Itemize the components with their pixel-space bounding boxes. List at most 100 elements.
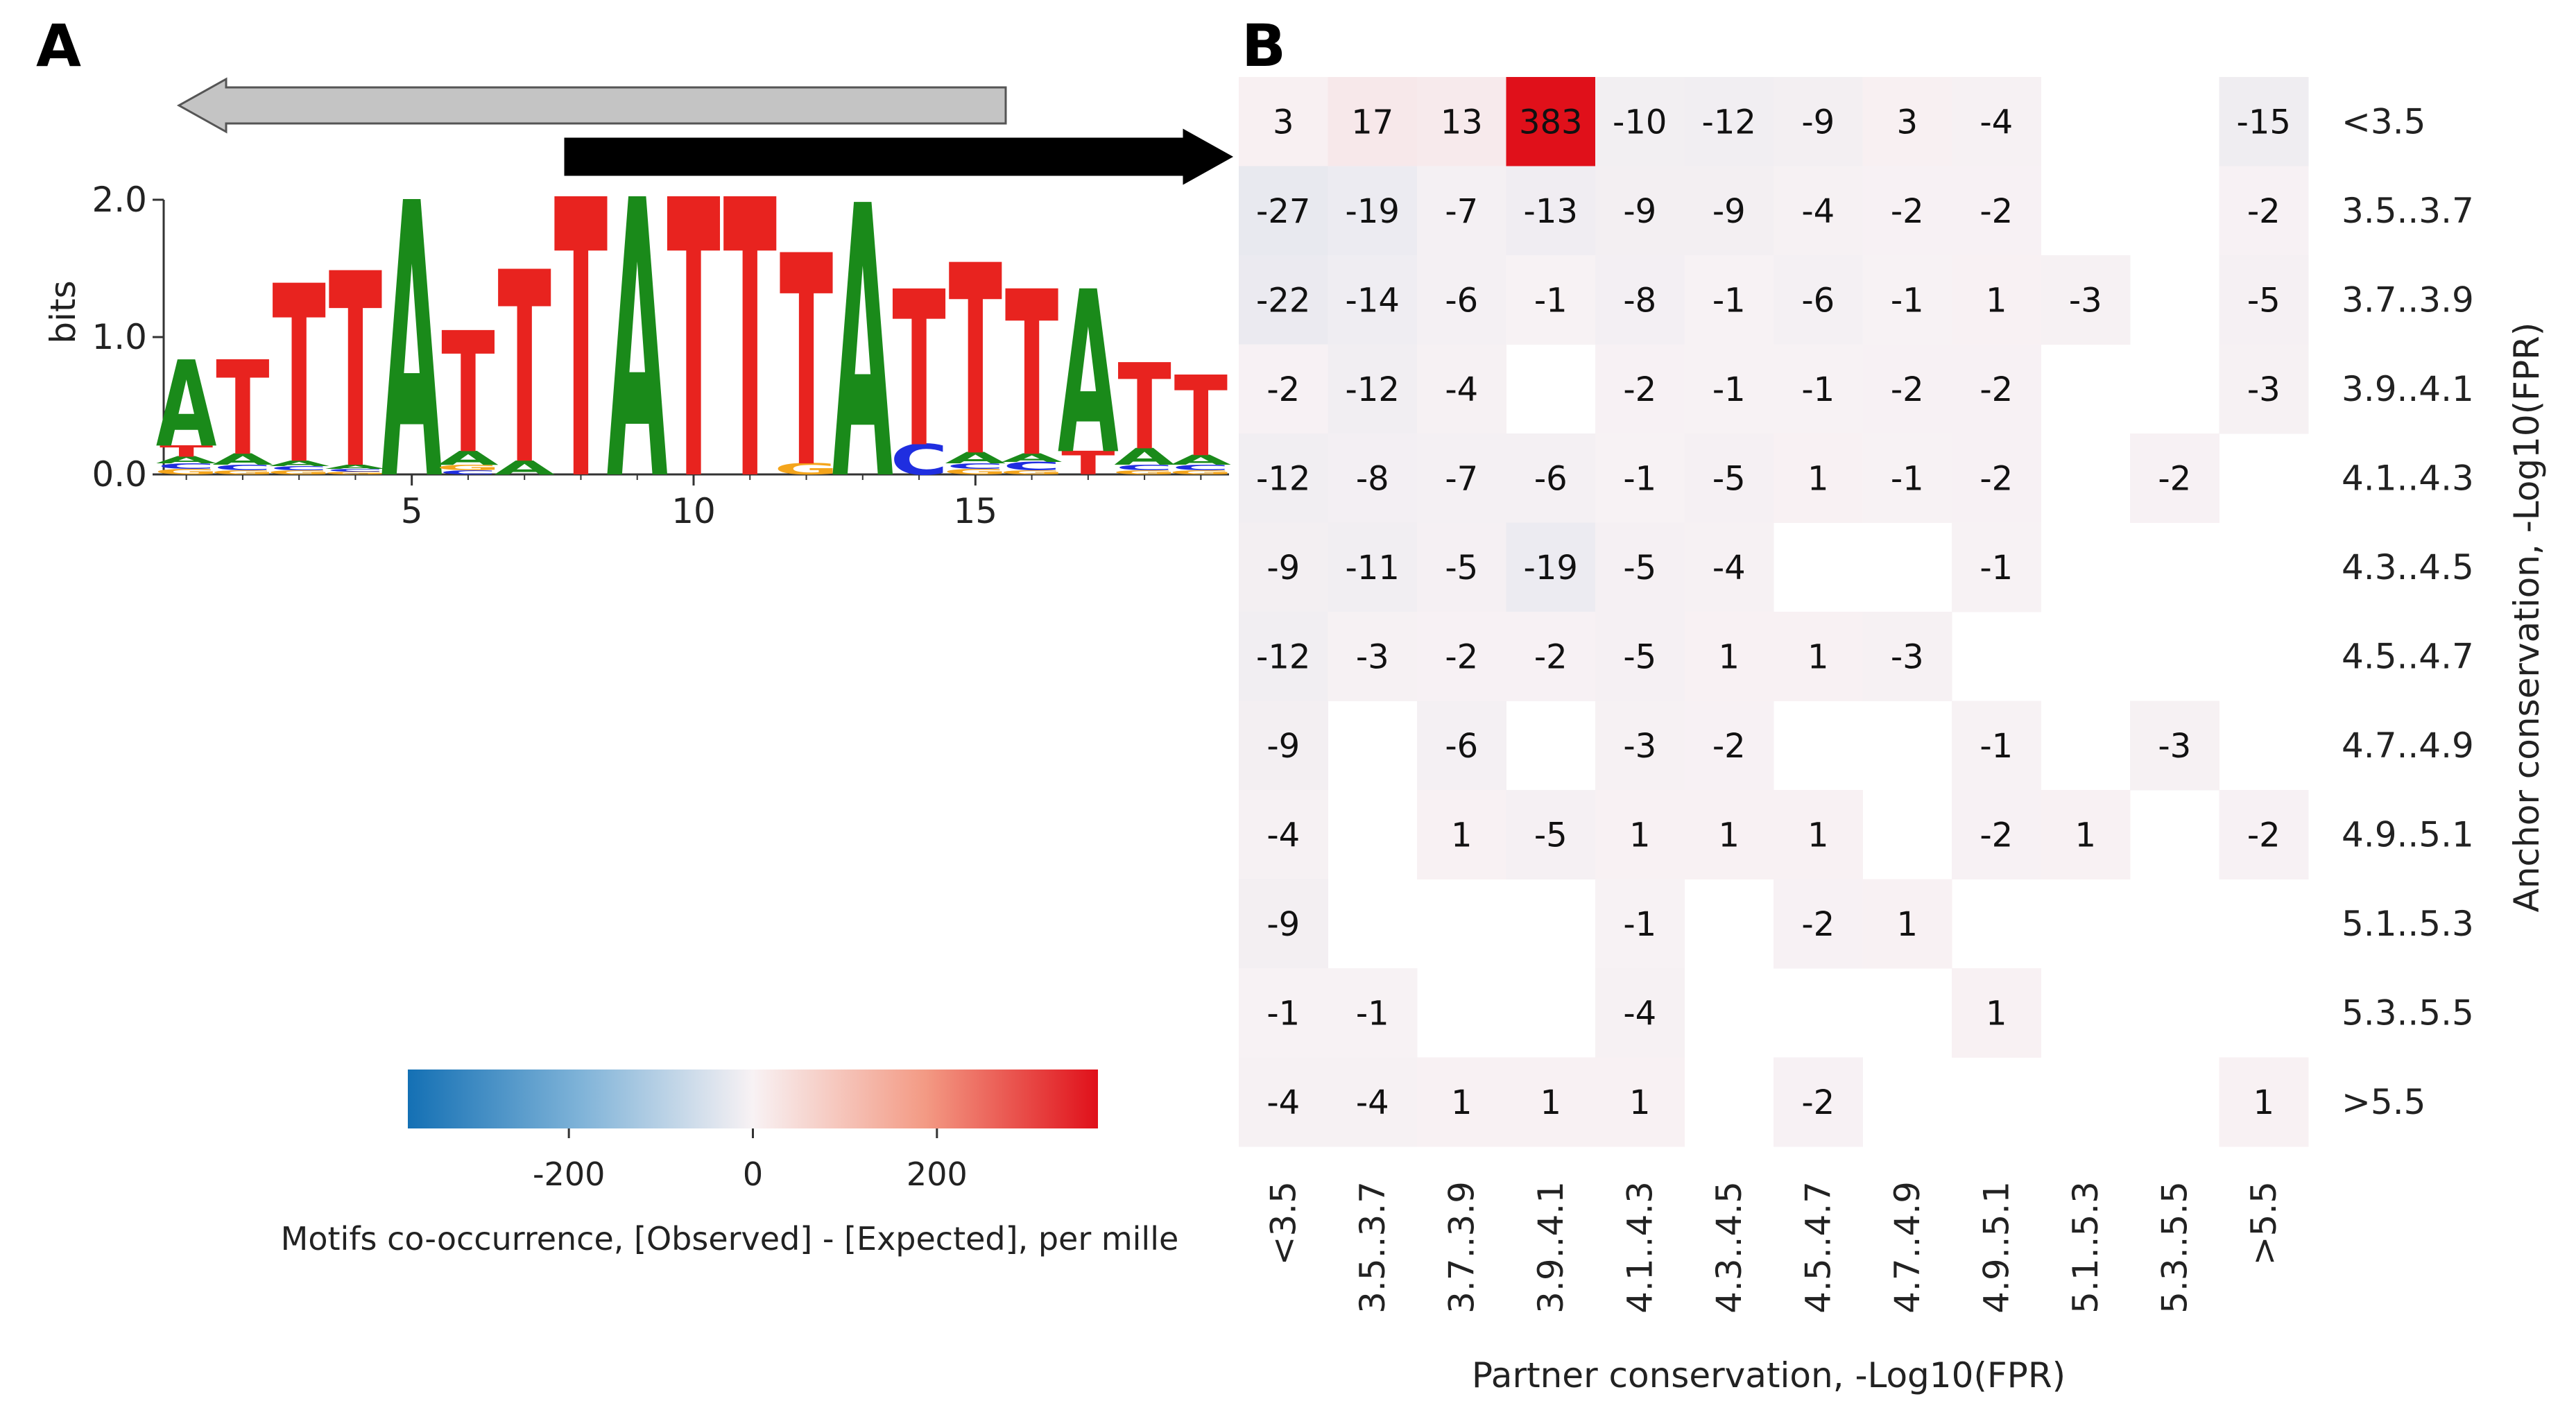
heatmap-cell-value: 3	[1273, 103, 1294, 141]
heatmap-cell	[1595, 77, 1685, 166]
heatmap-cell-value: -1	[1623, 905, 1656, 944]
heatmap-cell-value: -13	[1524, 192, 1578, 231]
heatmap-cell	[1506, 433, 1596, 523]
heatmap-cell-value: 1	[1808, 459, 1829, 498]
heatmap-column-label: 5.1..5.3	[2066, 1181, 2106, 1314]
heatmap-cell-value: -9	[1712, 192, 1746, 231]
heatmap-cell-value: 1	[1629, 816, 1651, 854]
logo-letter-g: G	[1113, 469, 1177, 476]
heatmap-cell-value: -9	[1266, 905, 1300, 944]
logo-y-axis-label: bits	[43, 280, 83, 343]
heatmap-cell-value: -4	[1266, 816, 1300, 854]
logo-letter-a: A	[832, 128, 893, 562]
logo-letter-t: T	[441, 298, 495, 491]
heatmap-cell	[1862, 255, 1952, 345]
heatmap-cell	[1417, 77, 1506, 166]
heatmap-cell-value: 1	[1451, 816, 1472, 854]
heatmap-cell-value: -1	[1801, 370, 1835, 409]
heatmap-cell-value: -19	[1524, 549, 1578, 587]
logo-letter-a: A	[156, 337, 217, 474]
heatmap-cell	[1774, 77, 1863, 166]
heatmap-cell	[1862, 77, 1952, 166]
heatmap-cell-value: 1	[1986, 994, 2007, 1033]
heatmap-row-label: 4.5..4.7	[2342, 636, 2474, 676]
logo-letter-t: T	[554, 120, 608, 565]
heatmap-cell-value: -2	[1623, 370, 1656, 409]
heatmap-cell-value: -3	[1356, 637, 1389, 676]
co-occurrence-heatmap: 3 17 13 383 -10 -12 -9 3 -4 -15 -27 -19 -7 -13 -9 -9 -4 -…	[1239, 77, 2474, 1314]
heatmap-cell	[1952, 166, 2041, 256]
logo-letter-t: T	[216, 335, 269, 486]
heatmap-cell-value: -15	[2237, 103, 2291, 141]
heatmap-row-label: 5.3..5.5	[2342, 993, 2474, 1033]
heatmap-row-label: 3.5..3.7	[2342, 191, 2474, 231]
heatmap-cell	[1774, 433, 1863, 523]
heatmap-cell-value: -11	[1346, 549, 1400, 587]
heatmap-cell	[1684, 612, 1774, 701]
heatmap-cell-value: 1	[1629, 1083, 1651, 1122]
heatmap-cell-value: -2	[1980, 816, 2013, 854]
logo-letter-t: T	[273, 234, 327, 519]
heatmap-cell	[1595, 522, 1685, 612]
logo-letter-a: A	[1058, 244, 1119, 504]
heatmap-cell-value: -1	[1712, 370, 1746, 409]
heatmap-cell	[1684, 255, 1774, 345]
heatmap-cell-value: -12	[1346, 370, 1400, 409]
logo-letter-c: C	[1116, 463, 1174, 472]
heatmap-cell	[1239, 790, 1328, 879]
logo-letter-c: C	[1003, 460, 1061, 473]
heatmap-cell	[1684, 790, 1774, 879]
logo-letter-a: A	[381, 124, 443, 564]
heatmap-cell-value: -6	[1801, 281, 1835, 320]
logo-letter-g: G	[154, 467, 218, 476]
heatmap-cell-value: -2	[1891, 370, 1924, 409]
heatmap-cell	[1506, 77, 1596, 166]
heatmap-cell-value: -12	[1256, 637, 1310, 676]
logo-letter-a: A	[1171, 453, 1232, 468]
heatmap-cell-value: 1	[1718, 637, 1740, 676]
colorbar-tick-label: -200	[533, 1156, 605, 1193]
heatmap-cell-value: -4	[1712, 549, 1746, 587]
heatmap-cell	[1595, 433, 1685, 523]
heatmap-cell-value: 13	[1441, 103, 1483, 141]
heatmap-cell-value: -1	[1891, 459, 1924, 498]
logo-letter-c: C	[947, 462, 1004, 471]
heatmap-cell	[1506, 166, 1596, 256]
heatmap-cell	[1684, 166, 1774, 256]
colorbar: -200 0 200 Motifs co-occurrence, [Observed…	[281, 1070, 1178, 1257]
heatmap-cell	[1952, 968, 2041, 1058]
heatmap-cell-value: -1	[1623, 459, 1656, 498]
heatmap-cell-value: -6	[1445, 281, 1478, 320]
heatmap-cell	[1417, 701, 1506, 791]
heatmap-cell	[1595, 344, 1685, 434]
heatmap-cell	[1952, 344, 2041, 434]
heatmap-cell-value: -14	[1346, 281, 1400, 320]
logo-letter-t: T	[1117, 340, 1171, 477]
logo-letter-g: G	[210, 469, 275, 476]
heatmap-cell	[1506, 790, 1596, 879]
heatmap-row-label: 3.9..4.1	[2342, 369, 2474, 409]
heatmap-cell	[1328, 433, 1418, 523]
logo-letter-c: C	[271, 465, 328, 472]
logo-letter-a: A	[438, 447, 499, 470]
heatmap-cell	[1417, 612, 1506, 701]
heatmap-cell	[1595, 701, 1685, 791]
heatmap-cell	[1862, 344, 1952, 434]
logo-letter-t: T	[160, 443, 214, 461]
heatmap-cell	[1684, 77, 1774, 166]
heatmap-cell-value: -1	[1266, 994, 1300, 1033]
heatmap-cell-value: -5	[2247, 281, 2281, 320]
heatmap-column-label: 3.5..3.7	[1353, 1181, 1393, 1314]
heatmap-cell	[2219, 255, 2309, 345]
logo-y-tick-label: 1.0	[92, 317, 147, 357]
heatmap-column-label: 4.5..4.7	[1798, 1181, 1838, 1314]
heatmap-cell-value: -7	[1445, 459, 1478, 498]
heatmap-cell	[1774, 879, 1863, 969]
heatmap-cell	[1862, 433, 1952, 523]
heatmap-column-label: <3.5	[1263, 1181, 1303, 1265]
heatmap-row-label: >5.5	[2342, 1082, 2425, 1122]
logo-letter-t: T	[498, 217, 552, 524]
logo-letter-a: A	[494, 457, 555, 479]
